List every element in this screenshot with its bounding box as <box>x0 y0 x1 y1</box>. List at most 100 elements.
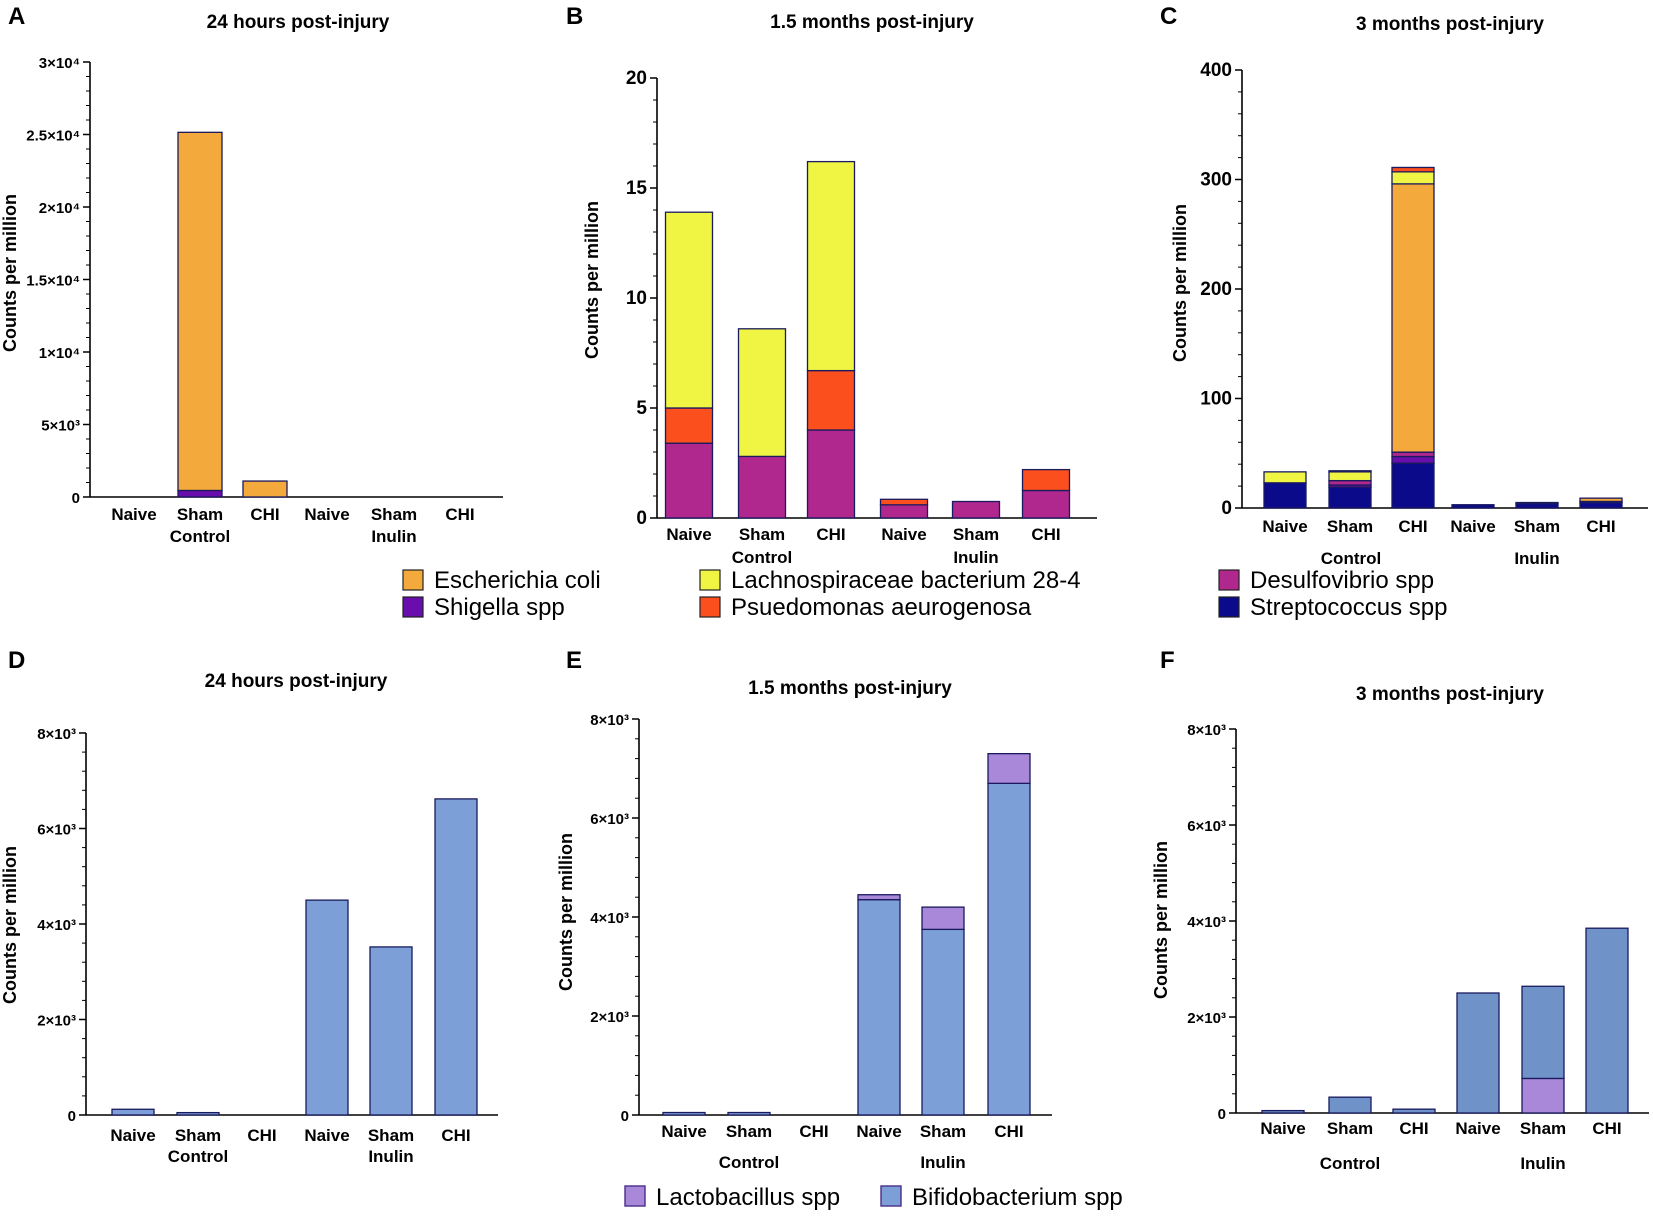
x-tick-label: CHI <box>250 505 279 524</box>
bar-segment-bifidobacterium-spp <box>727 1111 771 1116</box>
bar-segment-bifidobacterium-spp <box>434 798 478 1116</box>
x-tick-sublabel: Control <box>168 1147 228 1166</box>
x-tick-label: Sham <box>1327 517 1373 536</box>
y-tick-label: 200 <box>1200 279 1232 300</box>
y-tick-label: 5×10³ <box>41 418 80 435</box>
x-tick-label: CHI <box>441 1126 470 1145</box>
legend-swatch <box>1218 596 1240 618</box>
y-tick-label: 0 <box>72 490 80 507</box>
chart-panel-e: E 1.5 months post-injury Counts per millio… <box>556 647 1052 1172</box>
x-tick-sublabel: Inulin <box>371 527 416 546</box>
chart-title: 1.5 months post-injury <box>770 12 974 33</box>
x-tick-sublabel: Inulin <box>953 548 998 567</box>
bar-segment-bifidobacterium-spp <box>1456 992 1500 1114</box>
y-axis-label: Counts per million <box>1151 841 1171 999</box>
x-tick-label: Naive <box>666 525 711 544</box>
x-tick-label: CHI <box>1031 525 1060 544</box>
group-label: Control <box>719 1153 779 1172</box>
legend-label: Bifidobacterium spp <box>912 1184 1123 1211</box>
legend-label: Streptococcus spp <box>1250 594 1447 621</box>
bar-segment-shigella-spp <box>1391 455 1435 464</box>
y-tick-label: 0 <box>68 1108 76 1125</box>
panel-letter: F <box>1160 647 1175 674</box>
bar-segment-psuedomonas-aeurogenosa <box>664 407 714 444</box>
panel-letter: C <box>1160 3 1177 30</box>
y-tick-label: 6×10³ <box>590 811 629 828</box>
bar-segment-lactobacillus-spp <box>987 753 1031 785</box>
y-tick-label: 3×10⁴ <box>39 55 80 72</box>
panel-letter: B <box>566 3 583 30</box>
legend-label: Lactobacillus spp <box>656 1184 840 1211</box>
bar-segment-lachnospiraceae-bacterium-28-4 <box>737 328 787 458</box>
bar-segment-escherichia-coli <box>1391 183 1435 453</box>
bar-segment-bifidobacterium-spp <box>1328 1096 1372 1114</box>
x-tick-label: CHI <box>1398 517 1427 536</box>
x-tick-label: CHI <box>445 505 474 524</box>
x-tick-label: CHI <box>799 1122 828 1141</box>
x-tick-label: Naive <box>1260 1119 1305 1138</box>
x-tick-label: CHI <box>1592 1119 1621 1138</box>
y-axis-label: Counts per million <box>0 846 20 1004</box>
y-tick-label: 6×10³ <box>1187 818 1226 835</box>
bar-segment-psuedomonas-aeurogenosa <box>806 369 856 431</box>
chart-panel-b: B 1.5 months post-injury Counts per millio… <box>566 3 1097 567</box>
legend-label: Lachnospiraceae bacterium 28-4 <box>731 567 1081 594</box>
legend-swatch <box>699 569 721 591</box>
chart-title: 3 months post-injury <box>1356 14 1544 35</box>
y-tick-label: 8×10³ <box>37 726 76 743</box>
y-tick-label: 0 <box>621 1108 629 1125</box>
bar-segment-desulfovibrio-spp <box>806 429 856 519</box>
x-tick-label: Naive <box>1450 517 1495 536</box>
panel-letter: E <box>566 647 582 674</box>
bar-segment-bifidobacterium-spp <box>111 1108 155 1116</box>
y-tick-label: 2×10³ <box>1187 1010 1226 1027</box>
chart-panel-d: D 24 hours post-injury Counts per million 0… <box>0 647 498 1166</box>
panel-letter: A <box>8 3 25 30</box>
legend-label: Shigella spp <box>434 594 565 621</box>
bar-segment-escherichia-coli <box>1579 497 1623 503</box>
group-label: Inulin <box>1514 549 1559 568</box>
bar-segment-streptococcus-spp <box>1451 504 1495 509</box>
bar-segment-lachnospiraceae-bacterium-28-4 <box>1328 471 1372 482</box>
x-tick-label: Naive <box>304 505 349 524</box>
x-tick-label: Naive <box>1262 517 1307 536</box>
bar-segment-psuedomonas-aeurogenosa <box>1328 470 1372 473</box>
x-tick-label: Naive <box>881 525 926 544</box>
bar-segment-bifidobacterium-spp <box>857 899 901 1116</box>
x-tick-sublabel: Control <box>170 527 230 546</box>
y-tick-label: 1.5×10⁴ <box>26 273 80 290</box>
legend-swatch <box>1218 569 1240 591</box>
bar-segment-lachnospiraceae-bacterium-28-4 <box>1391 171 1435 185</box>
bar-segment-streptococcus-spp <box>1391 462 1435 509</box>
legend-bottom: Lactobacillus spp Bifidobacterium spp <box>624 1184 1123 1211</box>
legend-swatch <box>624 1185 646 1207</box>
chart-title: 1.5 months post-injury <box>748 678 952 699</box>
x-tick-label: Sham <box>371 505 417 524</box>
bar-segment-desulfovibrio-spp <box>737 455 787 519</box>
y-tick-label: 300 <box>1200 170 1232 191</box>
y-tick-label: 4×10³ <box>590 910 629 927</box>
bar-segment-bifidobacterium-spp <box>369 946 413 1116</box>
bar-segment-desulfovibrio-spp <box>951 500 1001 519</box>
bar-segment-lachnospiraceae-bacterium-28-4 <box>664 211 714 409</box>
chart-panel-c: C 3 months post-injury Counts per million 0… <box>1160 3 1648 568</box>
chart-panel-a: A 24 hours post-injury Counts per million 0… <box>0 3 503 546</box>
bar-segment-streptococcus-spp <box>1579 501 1623 509</box>
group-label: Inulin <box>1520 1154 1565 1173</box>
x-tick-label: Naive <box>856 1122 901 1141</box>
y-tick-label: 2.5×10⁴ <box>26 128 80 145</box>
x-tick-label: Naive <box>1455 1119 1500 1138</box>
chart-title: 24 hours post-injury <box>205 671 388 692</box>
x-tick-label: CHI <box>1586 517 1615 536</box>
x-tick-label: CHI <box>816 525 845 544</box>
x-tick-label: Sham <box>726 1122 772 1141</box>
bar-segment-desulfovibrio-spp <box>1515 501 1559 505</box>
bar-segment-bifidobacterium-spp <box>1392 1108 1436 1114</box>
bar-segment-desulfovibrio-spp <box>1021 489 1071 519</box>
bar-segment-lachnospiraceae-bacterium-28-4 <box>1263 471 1307 484</box>
legend-swatch <box>402 596 424 618</box>
group-label: Inulin <box>920 1153 965 1172</box>
bar-segment-lactobacillus-spp <box>921 906 965 931</box>
legend-label: Psuedomonas aeurogenosa <box>731 594 1032 621</box>
